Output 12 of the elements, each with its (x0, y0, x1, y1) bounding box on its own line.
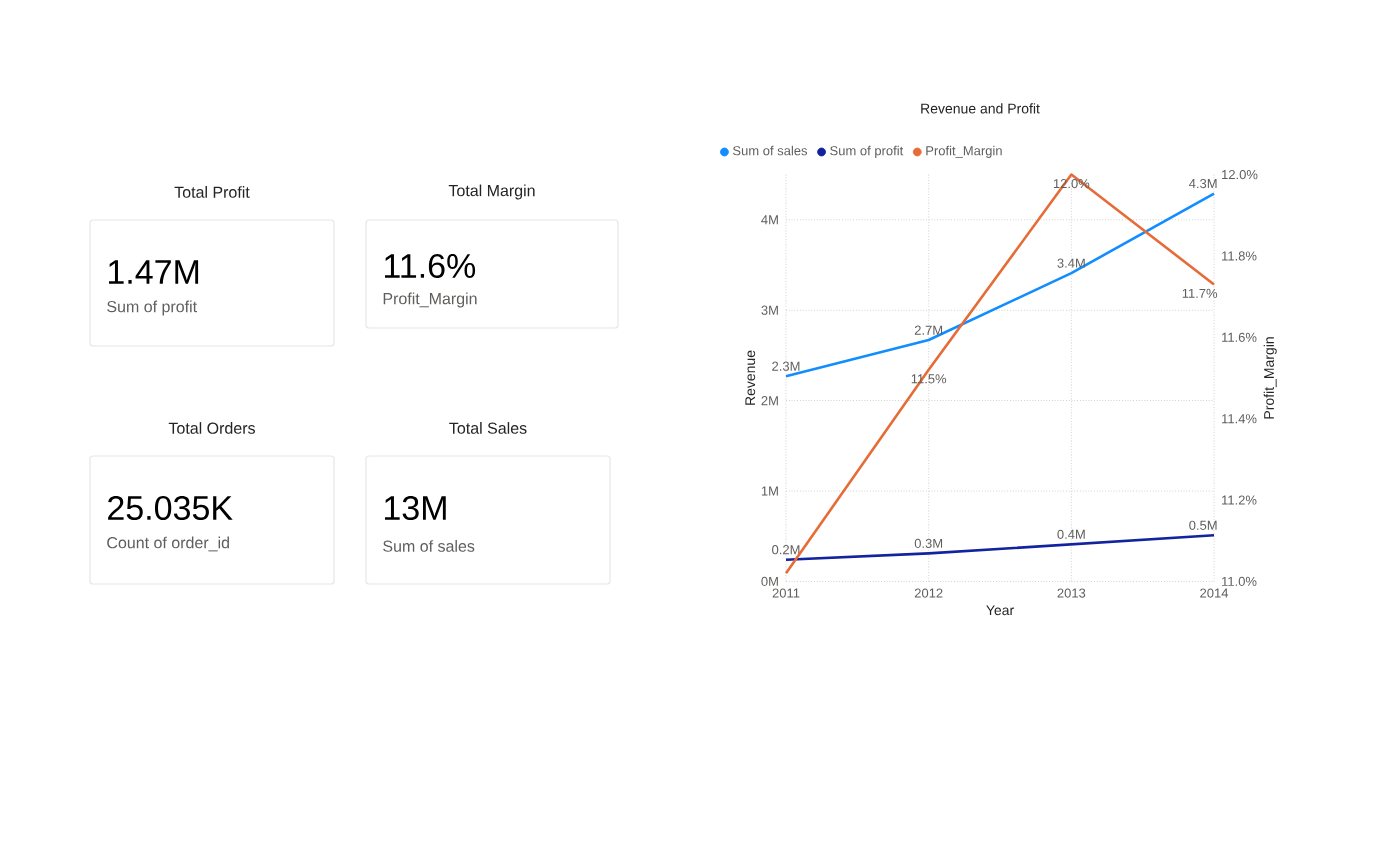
text: Profit_Margin (383, 292, 477, 308)
text: Total Sales (449, 422, 527, 434)
text: 13M (385, 495, 446, 521)
text: Total Margin (448, 184, 535, 200)
text: Total Profit (174, 186, 250, 198)
text: 11.6% (385, 253, 476, 279)
text: Sum of profit (107, 300, 197, 316)
text: 25.035K (108, 495, 233, 521)
text: Total Orders (168, 422, 255, 434)
text: Sum of sales (383, 540, 475, 552)
text: Count of order_id (107, 536, 229, 552)
text: 1.47M (109, 260, 199, 284)
